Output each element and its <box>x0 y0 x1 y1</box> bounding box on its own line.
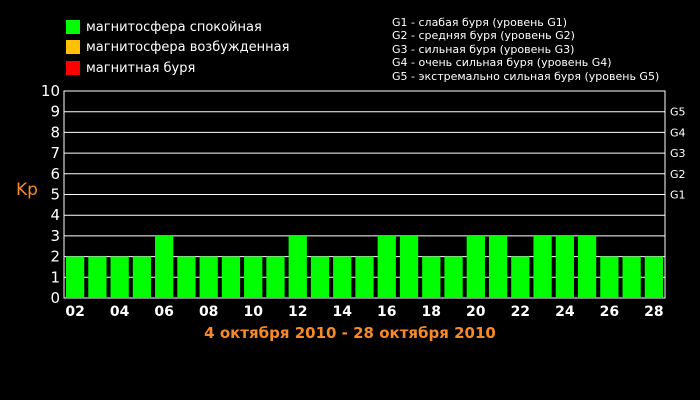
bar <box>199 256 218 298</box>
x-tick-label: 12 <box>288 304 307 320</box>
storm-level-g4: G4 - очень сильная буря (уровень G4) <box>392 56 612 70</box>
g-level-tick-label: G1 <box>670 189 686 202</box>
x-tick-label: 10 <box>243 304 263 320</box>
bar <box>88 256 107 298</box>
bar <box>377 235 396 298</box>
y-tick-label: 1 <box>50 268 60 286</box>
storm-level-g5: G5 - экстремально сильная буря (уровень … <box>392 69 660 83</box>
bar <box>466 235 485 298</box>
bar <box>333 256 352 298</box>
g-level-tick-label: G4 <box>670 126 686 139</box>
bar <box>155 235 174 298</box>
x-tick-label: 08 <box>199 304 218 320</box>
bar <box>110 256 129 298</box>
bar <box>399 235 419 298</box>
x-tick-label: 02 <box>65 304 84 320</box>
storm-level-g1: G1 - слабая буря (уровень G1) <box>392 16 568 29</box>
y-axis-label: Kp <box>16 180 38 200</box>
bar <box>422 256 441 298</box>
y-tick-label: 9 <box>50 103 60 121</box>
g-level-tick-label: G5 <box>670 106 686 119</box>
legend-swatch <box>66 61 80 75</box>
x-tick-label: 14 <box>332 304 352 320</box>
legend-swatch <box>66 40 80 54</box>
bar <box>355 256 374 298</box>
bar <box>244 256 263 298</box>
bar <box>622 256 641 298</box>
y-tick-label: 4 <box>50 206 60 224</box>
y-tick-label: 6 <box>50 165 60 183</box>
x-tick-label: 22 <box>511 304 530 320</box>
x-tick-label: 24 <box>555 304 575 320</box>
x-tick-label: 20 <box>466 304 486 320</box>
bar <box>310 256 330 298</box>
y-tick-label: 3 <box>50 227 60 245</box>
legend-label: магнитная буря <box>86 60 196 76</box>
legend-swatch <box>66 20 80 34</box>
bar <box>288 235 307 298</box>
bar <box>266 256 285 298</box>
bar <box>66 256 85 298</box>
bar <box>577 235 597 298</box>
g-level-tick-label: G2 <box>670 168 686 181</box>
storm-level-g3: G3 - сильная буря (уровень G3) <box>392 42 575 56</box>
bar <box>177 256 196 298</box>
bar <box>488 235 508 298</box>
x-tick-label: 06 <box>154 304 173 320</box>
bar <box>600 256 619 298</box>
storm-level-list: G1 - слабая буря (уровень G1) G2 - средн… <box>392 16 659 83</box>
storm-level-g2: G2 - средняя буря (уровень G2) <box>392 29 575 43</box>
y-tick-label: 0 <box>50 289 60 307</box>
bar <box>221 256 241 298</box>
y-tick-label: 7 <box>50 144 60 162</box>
legend-item: магнитная буря <box>66 59 195 77</box>
legend-item: магнитосфера возбужденная <box>66 38 289 56</box>
bar <box>555 235 574 298</box>
y-tick-label: 10 <box>41 82 60 100</box>
x-tick-label: 16 <box>377 304 396 320</box>
legend-label: магнитосфера спокойная <box>86 19 262 35</box>
y-tick-label: 5 <box>50 186 60 204</box>
bar <box>444 256 463 298</box>
legend-item: магнитосфера спокойная <box>66 18 262 36</box>
x-tick-label: 18 <box>422 304 441 320</box>
bar <box>533 235 552 298</box>
x-tick-label: 04 <box>110 304 130 320</box>
g-level-tick-label: G3 <box>670 147 686 160</box>
legend-label: магнитосфера возбужденная <box>86 39 290 55</box>
y-tick-label: 8 <box>50 123 60 141</box>
bar <box>644 256 663 298</box>
x-tick-label: 26 <box>600 304 619 320</box>
bar <box>511 256 530 298</box>
bar <box>132 256 152 298</box>
date-range-label: 4 октября 2010 - 28 октября 2010 <box>204 324 496 342</box>
x-tick-label: 28 <box>644 304 663 320</box>
y-tick-label: 2 <box>50 248 60 266</box>
